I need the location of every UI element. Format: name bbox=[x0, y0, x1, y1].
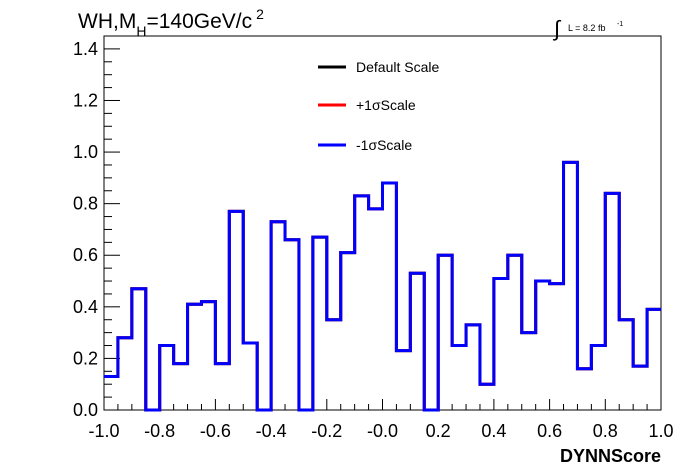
x-tick-label: -1.0 bbox=[88, 421, 119, 441]
y-tick-label: 0.8 bbox=[73, 194, 98, 214]
x-tick-label: -0.2 bbox=[311, 421, 342, 441]
x-tick-label: -0.8 bbox=[144, 421, 175, 441]
title-superscript: 2 bbox=[256, 6, 264, 22]
legend-label-default: Default Scale bbox=[356, 59, 439, 75]
legend-label-plus1sigma: +1σScale bbox=[356, 97, 416, 113]
legend: Default Scale +1σScale -1σScale bbox=[318, 59, 439, 153]
x-tick-label: 0.6 bbox=[537, 421, 562, 441]
lumi-superscript: -1 bbox=[617, 21, 623, 28]
x-tick-label: -0.4 bbox=[256, 421, 287, 441]
axis-ticks: -1.0 -0.8 -0.6 -0.4 -0.2 -0.0 0.2 0.4 0.6 0.8 1.0 0… bbox=[73, 35, 674, 441]
y-tick-label: 1.4 bbox=[73, 39, 98, 59]
legend-label-minus1sigma: -1σScale bbox=[356, 137, 412, 153]
x-tick-label: 0.8 bbox=[593, 421, 618, 441]
x-tick-label: 1.0 bbox=[648, 421, 673, 441]
y-tick-label: 0.6 bbox=[73, 245, 98, 265]
lumi-integral: ∫ bbox=[552, 16, 562, 41]
y-tick-label: 0.2 bbox=[73, 348, 98, 368]
x-tick-label: 0.2 bbox=[426, 421, 451, 441]
x-tick-label: -0.6 bbox=[200, 421, 231, 441]
plot-title: WH,MH=140GeV/c 2 bbox=[78, 6, 264, 39]
series-group bbox=[104, 160, 661, 412]
y-tick-label: 1.0 bbox=[73, 142, 98, 162]
title-rest: =140GeV/c bbox=[146, 10, 252, 33]
y-tick-label: 1.2 bbox=[73, 90, 98, 110]
x-tick-label: -0.0 bbox=[367, 421, 398, 441]
x-axis-label: DYNNScore bbox=[560, 446, 661, 466]
title-main: WH,M bbox=[78, 10, 136, 33]
y-tick-label: 0.4 bbox=[73, 297, 98, 317]
title-subscript: H bbox=[136, 23, 146, 39]
series-line-2 bbox=[104, 160, 661, 412]
lumi-text: L = 8.2 fb bbox=[568, 23, 605, 33]
y-tick-label: 0.0 bbox=[73, 400, 98, 420]
x-tick-label: 0.4 bbox=[481, 421, 506, 441]
